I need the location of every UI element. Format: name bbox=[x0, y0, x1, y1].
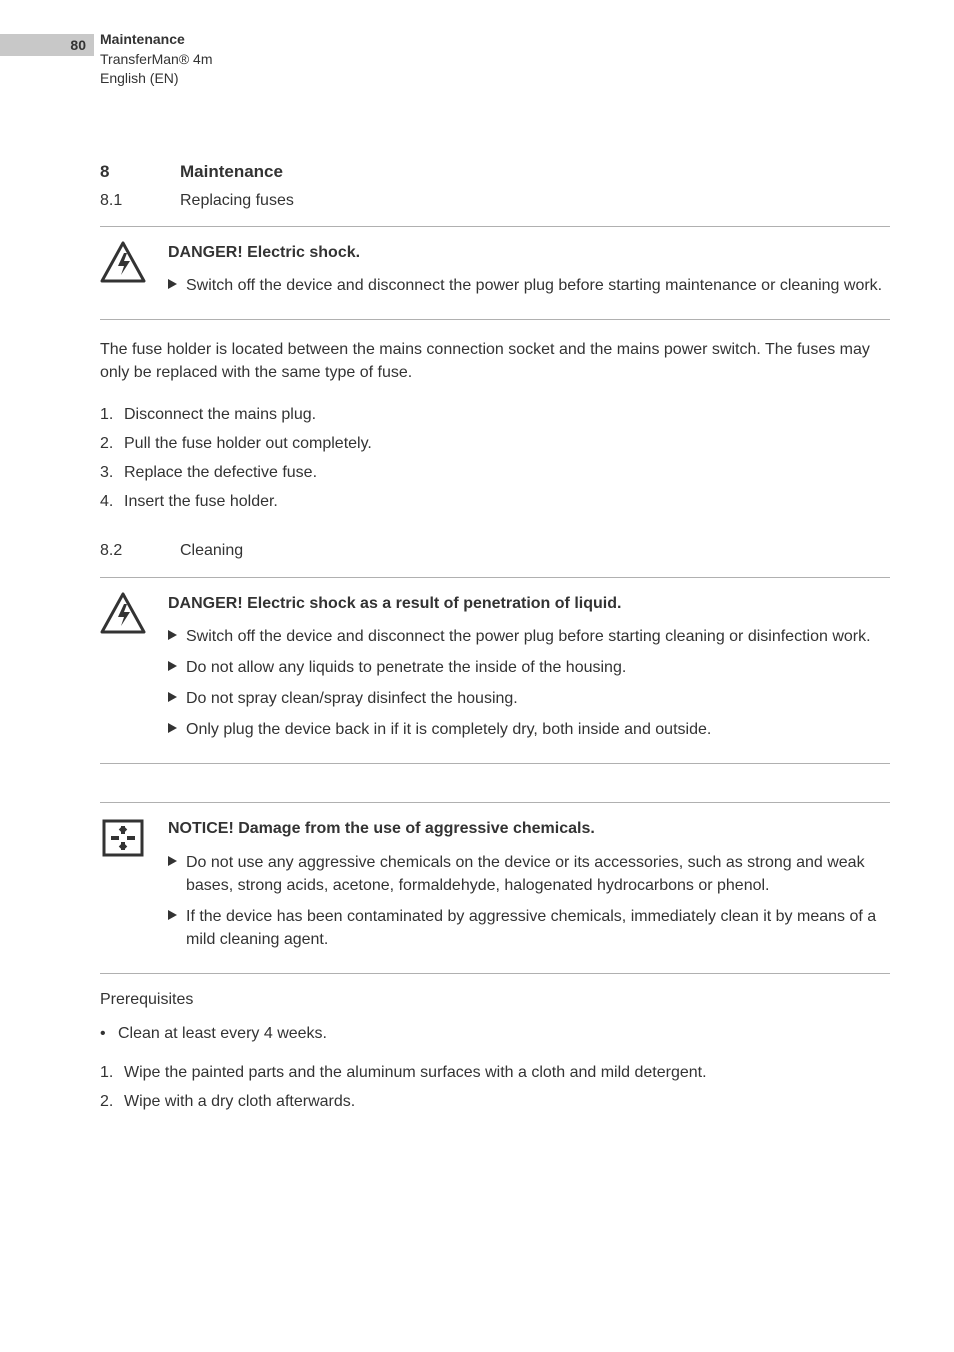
divider bbox=[100, 763, 890, 764]
danger-title: DANGER! Electric shock as a result of pe… bbox=[168, 592, 890, 615]
subsection-title: Cleaning bbox=[180, 539, 243, 562]
subsection-title: Replacing fuses bbox=[180, 189, 294, 212]
danger-liquid: DANGER! Electric shock as a result of pe… bbox=[100, 592, 890, 750]
section-8-2-heading: 8.2 Cleaning bbox=[100, 539, 890, 562]
subsection-number: 8.2 bbox=[100, 539, 180, 562]
notice-chemicals: NOTICE! Damage from the use of aggressiv… bbox=[100, 817, 890, 959]
danger-item: Do not allow any liquids to penetrate th… bbox=[168, 656, 890, 679]
danger-body: DANGER! Electric shock. Switch off the d… bbox=[168, 241, 890, 305]
danger-item: Switch off the device and disconnect the… bbox=[168, 274, 890, 297]
fuse-steps: 1.Disconnect the mains plug. 2.Pull the … bbox=[100, 403, 890, 514]
divider bbox=[100, 577, 890, 578]
danger-item: Only plug the device back in if it is co… bbox=[168, 718, 890, 741]
section-8-1-heading: 8.1 Replacing fuses bbox=[100, 189, 890, 212]
section-title: Maintenance bbox=[180, 160, 283, 185]
list-item: 1.Disconnect the mains plug. bbox=[100, 403, 890, 426]
divider bbox=[100, 319, 890, 320]
section-8-heading: 8 Maintenance bbox=[100, 160, 890, 185]
notice-item: Do not use any aggressive chemicals on t… bbox=[168, 851, 890, 897]
list-item: 3.Replace the defective fuse. bbox=[100, 461, 890, 484]
danger-title: DANGER! Electric shock. bbox=[168, 241, 890, 264]
header-section: Maintenance bbox=[100, 30, 213, 50]
danger-triangle-icon bbox=[100, 592, 150, 750]
danger-electric-shock: DANGER! Electric shock. Switch off the d… bbox=[100, 241, 890, 305]
divider bbox=[100, 226, 890, 227]
list-item: 4.Insert the fuse holder. bbox=[100, 490, 890, 513]
page-content: 8 Maintenance 8.1 Replacing fuses DANGER… bbox=[100, 160, 890, 1119]
notice-body: NOTICE! Damage from the use of aggressiv… bbox=[168, 817, 890, 959]
danger-item: Do not spray clean/spray disinfect the h… bbox=[168, 687, 890, 710]
danger-list: Switch off the device and disconnect the… bbox=[168, 274, 890, 297]
header-product: TransferMan® 4m bbox=[100, 50, 213, 70]
list-item: 2.Wipe with a dry cloth afterwards. bbox=[100, 1090, 890, 1113]
page-number: 80 bbox=[70, 37, 86, 53]
list-item: Clean at least every 4 weeks. bbox=[100, 1022, 890, 1045]
header-lang: English (EN) bbox=[100, 69, 213, 89]
divider bbox=[100, 973, 890, 974]
notice-title: NOTICE! Damage from the use of aggressiv… bbox=[168, 817, 890, 840]
danger-item: Switch off the device and disconnect the… bbox=[168, 625, 890, 648]
notice-list: Do not use any aggressive chemicals on t… bbox=[168, 851, 890, 952]
danger-triangle-icon bbox=[100, 241, 150, 305]
subsection-number: 8.1 bbox=[100, 189, 180, 212]
list-item: 1.Wipe the painted parts and the aluminu… bbox=[100, 1061, 890, 1084]
cleaning-steps: 1.Wipe the painted parts and the aluminu… bbox=[100, 1061, 890, 1113]
prerequisites-list: Clean at least every 4 weeks. bbox=[100, 1022, 890, 1045]
danger-body: DANGER! Electric shock as a result of pe… bbox=[168, 592, 890, 750]
danger-list: Switch off the device and disconnect the… bbox=[168, 625, 890, 742]
fuse-paragraph: The fuse holder is located between the m… bbox=[100, 338, 890, 384]
section-number: 8 bbox=[100, 160, 180, 185]
running-header: Maintenance TransferMan® 4m English (EN) bbox=[100, 30, 213, 89]
page-number-tab: 80 bbox=[0, 34, 94, 56]
list-item: 2.Pull the fuse holder out completely. bbox=[100, 432, 890, 455]
notice-item: If the device has been contaminated by a… bbox=[168, 905, 890, 951]
divider bbox=[100, 802, 890, 803]
notice-icon bbox=[100, 817, 150, 959]
prerequisites-title: Prerequisites bbox=[100, 988, 890, 1011]
